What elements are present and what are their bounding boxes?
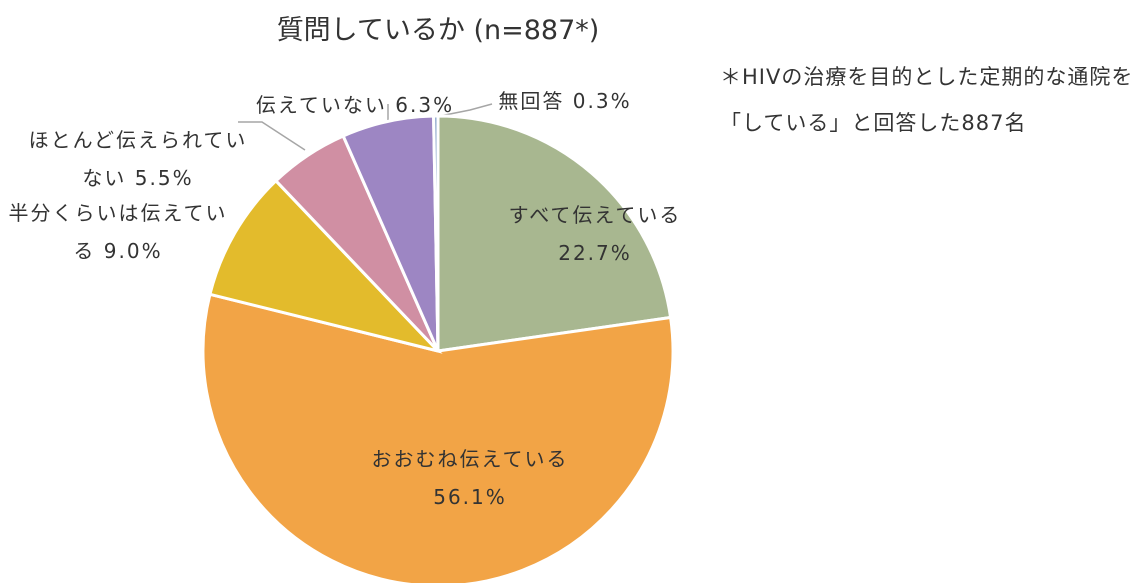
slice-label: おおむね伝えている 56.1% (340, 440, 600, 516)
pie-slice (432, 114, 440, 352)
category-label: おおむね伝えている (371, 447, 569, 471)
pie-slice (201, 292, 675, 583)
slice-label: 伝えていない 6.3% (240, 86, 470, 124)
chart-title: 質問しているか (n=887*) (276, 15, 600, 46)
value-label: 22.7% (558, 241, 632, 265)
value-label: 6.3% (395, 93, 455, 117)
pie-slice (436, 114, 673, 353)
value-label: 9.0% (103, 239, 163, 263)
category-label: すべて伝えている (508, 203, 682, 227)
value-label: 56.1% (433, 485, 507, 509)
category-label: 無回答 (498, 89, 565, 113)
value-label: 5.5% (134, 166, 194, 190)
value-label: 0.3% (572, 89, 632, 113)
leader-line (439, 103, 493, 117)
slice-label: 無回答 0.3% (490, 82, 640, 120)
category-label: ほとんど伝えられていない (28, 128, 248, 190)
leader-line (238, 121, 306, 151)
category-label: 伝えていない (255, 93, 387, 117)
category-label: 半分くらいは伝えている (8, 201, 228, 263)
slice-label: 半分くらいは伝えている 9.0% (0, 194, 236, 270)
pie-slice (208, 178, 443, 354)
slice-label: ほとんど伝えられていない 5.5% (20, 121, 256, 197)
note: ＊HIVの治療を目的とした定期的な通院を「している」と回答した887名 (720, 65, 1134, 135)
slice-label: すべて伝えている 22.7% (490, 196, 700, 272)
